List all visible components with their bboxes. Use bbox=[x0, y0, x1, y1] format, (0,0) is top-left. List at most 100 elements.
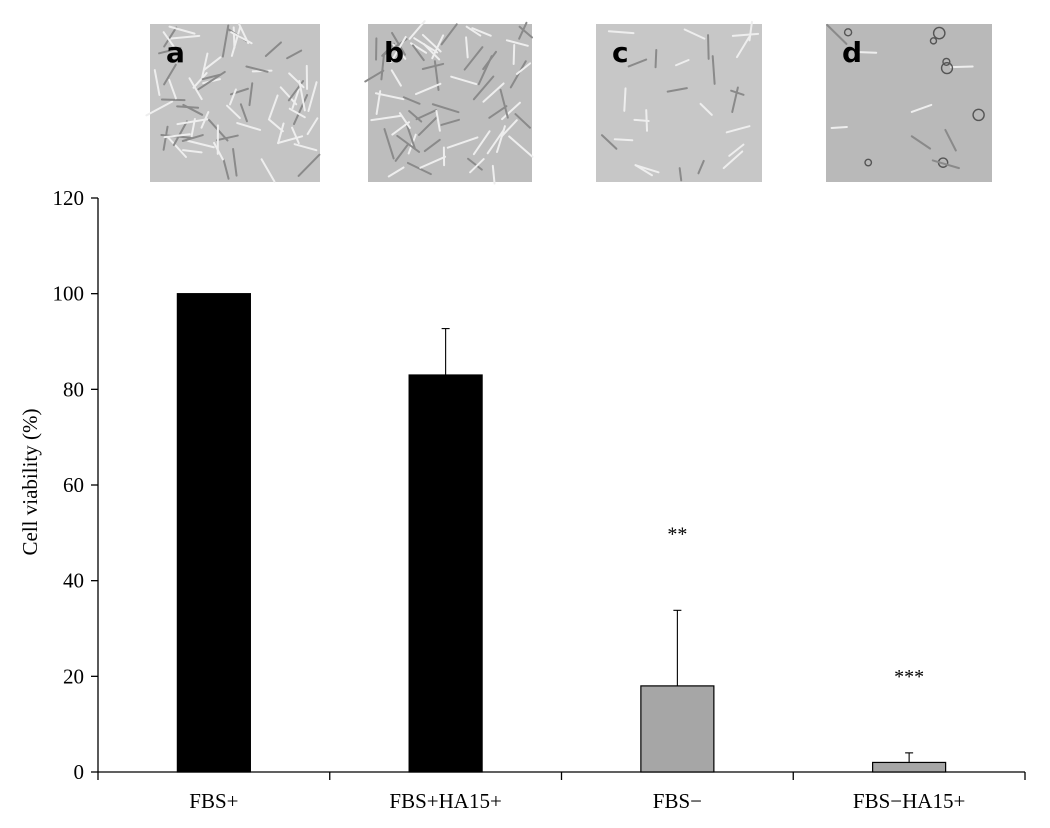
cell-shape bbox=[440, 23, 458, 46]
cell-shape bbox=[613, 138, 634, 142]
cell-shape bbox=[843, 28, 853, 37]
cell-shape bbox=[291, 126, 300, 145]
cell-shape bbox=[972, 108, 985, 122]
cell-shape bbox=[288, 107, 306, 119]
cell-shape bbox=[512, 44, 516, 65]
cell-shape bbox=[471, 27, 492, 37]
cell-shape bbox=[623, 87, 627, 112]
cell-shape bbox=[364, 69, 385, 83]
cell-shape bbox=[748, 20, 753, 42]
cell-shape bbox=[855, 50, 878, 54]
y-axis-label: Cell viability (%) bbox=[18, 409, 42, 556]
significance-annotations: ***** bbox=[667, 523, 924, 688]
cell-shape bbox=[423, 138, 441, 153]
cell-shape bbox=[176, 118, 209, 126]
cell-shape bbox=[654, 48, 658, 69]
axis-ticks: 0 20 40 60 80 100 120 FBS+ FBS+HA15+ FBS− FBS−HA15… bbox=[53, 186, 1026, 813]
cell-shape bbox=[627, 58, 648, 68]
cell-shape bbox=[168, 25, 196, 35]
y-tick-label: 120 bbox=[53, 186, 85, 210]
cell-shape bbox=[683, 28, 706, 40]
cell-shape bbox=[221, 24, 230, 58]
cell-shape bbox=[202, 56, 222, 71]
cell-shape bbox=[477, 55, 493, 86]
cell-shape bbox=[158, 47, 182, 55]
y-tick-label: 100 bbox=[53, 282, 85, 306]
cell-shape bbox=[435, 109, 441, 132]
cell-shape bbox=[267, 118, 284, 133]
cell-shape bbox=[245, 65, 269, 73]
cell-shape bbox=[501, 101, 521, 121]
panel-label: d bbox=[842, 36, 862, 69]
panel-label: a bbox=[166, 36, 185, 69]
cell-shape bbox=[307, 81, 318, 113]
cell-shape bbox=[440, 118, 461, 126]
cell-shape bbox=[160, 98, 186, 102]
cell-shape bbox=[518, 25, 533, 39]
cell-shape bbox=[699, 102, 713, 116]
error-bars bbox=[441, 328, 914, 763]
cell-shape bbox=[213, 141, 224, 161]
cell-shape bbox=[634, 164, 653, 177]
cell-shape bbox=[176, 105, 200, 109]
cell-shape bbox=[514, 113, 531, 129]
cell-shape bbox=[226, 104, 241, 120]
cell-shape bbox=[232, 148, 238, 177]
cell-shape bbox=[421, 62, 445, 70]
cell-shape bbox=[515, 62, 532, 75]
cell-shape bbox=[375, 90, 382, 115]
cell-shape bbox=[406, 161, 432, 176]
cell-shape bbox=[163, 63, 177, 86]
bar-series bbox=[176, 293, 947, 773]
cell-shape bbox=[293, 143, 318, 152]
cell-shape bbox=[162, 125, 169, 151]
cell-shape bbox=[391, 121, 410, 136]
cell-shape bbox=[463, 46, 484, 71]
cell-shape bbox=[931, 159, 960, 170]
cell-shape bbox=[181, 134, 204, 143]
cell-shape bbox=[940, 61, 954, 75]
cell-shape bbox=[469, 158, 485, 174]
cell-shape bbox=[505, 39, 529, 47]
cell-shape bbox=[465, 25, 482, 37]
cell-shape bbox=[910, 135, 932, 150]
cell-shape bbox=[731, 32, 760, 37]
cell-shape bbox=[167, 34, 201, 40]
cell-shape bbox=[229, 88, 237, 106]
cell-shape bbox=[200, 111, 210, 129]
cell-shape bbox=[666, 87, 688, 93]
cell-shape bbox=[499, 88, 509, 119]
significance-marker: *** bbox=[894, 666, 924, 688]
cell-shape bbox=[932, 26, 946, 40]
cell-shape bbox=[467, 157, 483, 171]
micrograph-panel-d: d bbox=[826, 23, 992, 182]
cell-shape bbox=[431, 103, 460, 114]
cell-shape bbox=[419, 155, 447, 169]
y-tick-label: 40 bbox=[63, 569, 84, 593]
cell-shape bbox=[697, 159, 705, 175]
cell-shape bbox=[215, 134, 239, 142]
cell-shape bbox=[390, 69, 402, 87]
cell-shape bbox=[413, 37, 439, 54]
cell-shape bbox=[408, 20, 426, 40]
cell-shape bbox=[942, 57, 951, 66]
cell-shape bbox=[260, 158, 276, 183]
cell-shape bbox=[482, 82, 505, 103]
cell-shape bbox=[236, 122, 262, 131]
cell-shape bbox=[402, 96, 421, 105]
cell-shape bbox=[286, 49, 303, 60]
cell-shape bbox=[197, 70, 226, 91]
panel-label: b bbox=[384, 36, 404, 69]
cell-shape bbox=[725, 125, 751, 134]
y-tick-label: 60 bbox=[63, 473, 84, 497]
x-tick-label: FBS−HA15+ bbox=[853, 789, 965, 813]
significance-marker: ** bbox=[667, 523, 687, 545]
cell-shape bbox=[707, 34, 710, 60]
cell-shape bbox=[201, 73, 222, 81]
cell-shape bbox=[172, 120, 188, 147]
cell-shape bbox=[370, 114, 402, 122]
x-tick-label: FBS+ bbox=[189, 789, 238, 813]
cell-shape bbox=[408, 110, 423, 123]
cell-shape bbox=[678, 167, 683, 182]
